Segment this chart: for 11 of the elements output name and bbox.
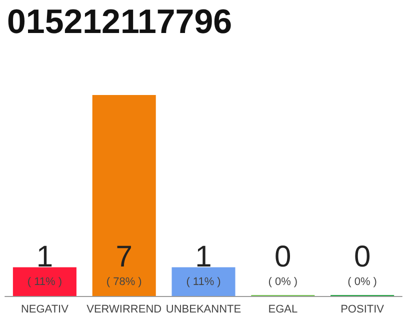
data-label: 0 ( 0% ) xyxy=(268,240,298,288)
x-tick-label: NEGATIV xyxy=(20,304,70,316)
data-label: 7 ( 78% ) xyxy=(106,240,142,288)
chart-title: 015212117796 xyxy=(7,3,232,41)
x-tick-label: UNBEKANNTE xyxy=(166,304,242,316)
x-tick-label: POSITIV xyxy=(340,304,385,316)
x-tick-label: EGAL xyxy=(268,304,298,316)
data-label: 1 ( 11% ) xyxy=(27,240,62,288)
data-label: 0 ( 0% ) xyxy=(348,240,377,288)
data-label: 1 ( 11% ) xyxy=(186,240,221,288)
x-tick-label: VERWIRREND xyxy=(86,304,162,316)
